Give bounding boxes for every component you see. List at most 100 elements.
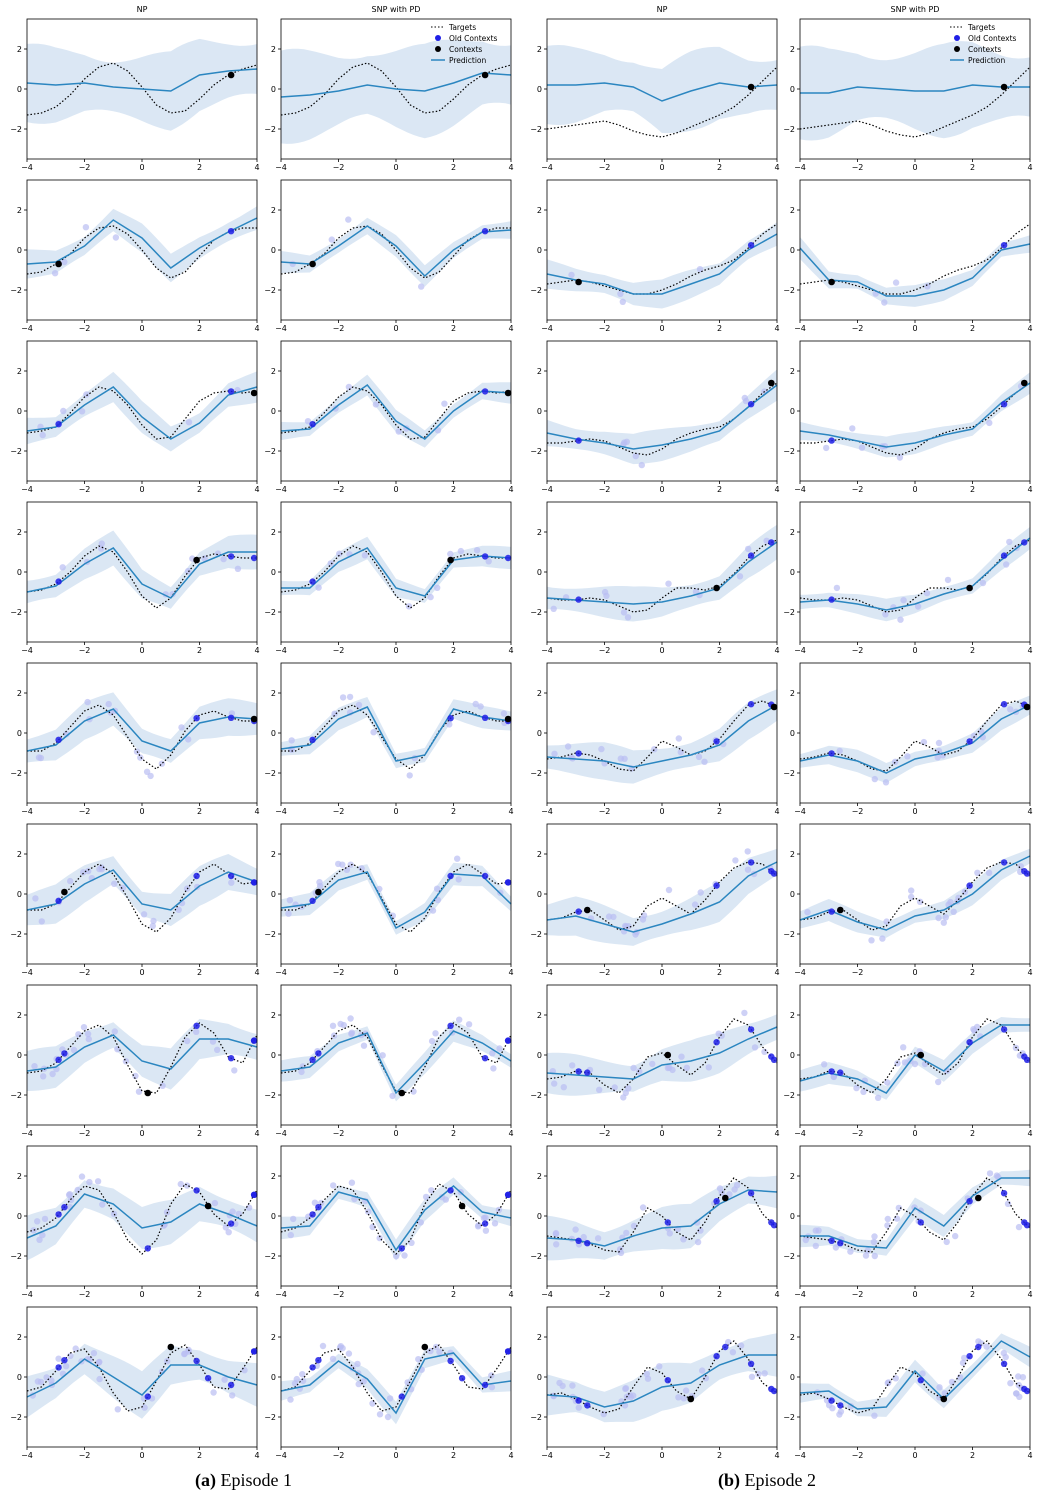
x-tick-label: 4 — [254, 1290, 259, 1299]
uncertainty-band — [547, 45, 777, 134]
x-tick-label: 2 — [197, 968, 202, 977]
old-context-point — [713, 1039, 720, 1046]
context-point — [193, 556, 200, 564]
subplot: −4 −2 0 2 4 −2 0 2 — [530, 1306, 780, 1460]
y-tick-label: 0 — [537, 1373, 542, 1382]
y-tick-label: −2 — [264, 1091, 276, 1100]
faint-context-point — [897, 616, 904, 623]
faint-context-point — [67, 877, 74, 885]
context-point — [421, 1343, 429, 1351]
old-context-point — [770, 1222, 778, 1229]
x-tick-label: 4 — [1027, 807, 1032, 816]
caption-episode-2: (b) Episode 2 — [718, 1470, 816, 1490]
faint-context-point — [952, 1232, 959, 1240]
x-tick-label: 4 — [774, 324, 779, 333]
targets-line — [280, 1344, 512, 1412]
faint-context-point — [755, 1370, 762, 1378]
old-context-point — [584, 1402, 591, 1409]
old-context-point — [917, 1219, 924, 1226]
old-context-point — [309, 1056, 316, 1064]
faint-context-point — [921, 1060, 929, 1068]
old-context-point — [575, 596, 582, 603]
old-context-point — [447, 872, 454, 880]
x-tick-label: −2 — [333, 324, 345, 333]
x-tick-label: −4 — [21, 807, 33, 816]
faint-context-point — [837, 1408, 845, 1415]
y-tick-label: −2 — [783, 1413, 795, 1422]
faint-context-point — [680, 1236, 687, 1243]
x-tick-label: −2 — [852, 807, 864, 816]
x-tick-label: 0 — [659, 807, 664, 816]
faint-context-point — [99, 1201, 106, 1208]
x-tick-label: 2 — [970, 324, 975, 333]
faint-context-point — [948, 1378, 956, 1386]
x-tick-label: 2 — [197, 1290, 202, 1299]
old-context-point — [55, 1056, 62, 1064]
prediction-line — [799, 704, 1031, 774]
faint-context-point — [361, 552, 369, 559]
faint-context-point — [472, 700, 479, 708]
y-tick-label: 0 — [17, 890, 22, 899]
x-tick-label: 4 — [254, 324, 259, 333]
faint-context-point — [901, 1059, 909, 1066]
subplot: −4 −2 0 2 4 −2 0 2 — [530, 823, 780, 977]
y-tick-label: 2 — [790, 850, 795, 859]
y-tick-label: −2 — [783, 930, 795, 939]
x-tick-label: 4 — [774, 807, 779, 816]
y-tick-label: 0 — [271, 890, 276, 899]
y-tick-label: −2 — [530, 608, 542, 617]
faint-context-point — [870, 1238, 878, 1246]
prediction-line — [799, 243, 1031, 297]
faint-context-point — [337, 1020, 344, 1028]
x-tick-label: 2 — [717, 163, 722, 172]
x-tick-label: −2 — [599, 1290, 611, 1299]
faint-context-point — [147, 772, 154, 780]
old-context-point — [204, 1375, 212, 1382]
faint-context-point — [639, 1204, 647, 1211]
old-context-point — [447, 1357, 454, 1365]
x-tick-label: 0 — [659, 324, 664, 333]
old-context-point — [575, 1237, 582, 1245]
faint-context-point — [482, 1227, 490, 1234]
x-tick-label: −4 — [794, 485, 806, 494]
subplot: −4 −2 0 2 4 −2 0 2 — [264, 340, 514, 494]
x-tick-label: −2 — [852, 324, 864, 333]
prediction-line — [280, 1185, 512, 1252]
faint-context-point — [304, 418, 312, 425]
faint-context-point — [84, 698, 91, 706]
faint-context-point — [956, 1374, 964, 1381]
x-tick-label: −4 — [794, 324, 806, 333]
faint-context-point — [285, 910, 292, 917]
faint-context-point — [67, 1352, 74, 1360]
old-context-point — [828, 437, 835, 444]
y-tick-label: −2 — [10, 930, 22, 939]
x-tick-label: 4 — [508, 807, 513, 816]
faint-context-point — [701, 758, 708, 765]
faint-context-point — [229, 1208, 236, 1215]
x-tick-label: −2 — [333, 485, 345, 494]
faint-context-point — [683, 1064, 690, 1072]
uncertainty-band — [281, 1177, 511, 1261]
subplot: −4 −2 0 2 4 −2 0 2 — [264, 1306, 514, 1460]
x-tick-label: 0 — [139, 1129, 144, 1138]
old-context-point — [144, 1245, 151, 1252]
faint-context-point — [488, 1372, 495, 1379]
faint-context-point — [569, 1062, 576, 1069]
uncertainty-band — [547, 222, 777, 309]
old-context-point — [481, 714, 489, 721]
context-point — [828, 278, 835, 286]
faint-context-point — [550, 605, 557, 612]
faint-context-point — [360, 1042, 368, 1049]
faint-context-point — [177, 1180, 184, 1188]
y-tick-label: 2 — [790, 528, 795, 537]
y-tick-label: 2 — [271, 45, 276, 54]
uncertainty-band — [27, 692, 257, 763]
faint-context-point — [86, 1178, 93, 1186]
x-tick-label: 2 — [451, 1290, 456, 1299]
old-context-point — [713, 1353, 720, 1360]
faint-context-point — [569, 1382, 576, 1389]
x-tick-label: −2 — [79, 1129, 91, 1138]
faint-context-point — [552, 1229, 560, 1237]
faint-context-point — [551, 1080, 558, 1087]
y-tick-label: 0 — [537, 1212, 542, 1221]
